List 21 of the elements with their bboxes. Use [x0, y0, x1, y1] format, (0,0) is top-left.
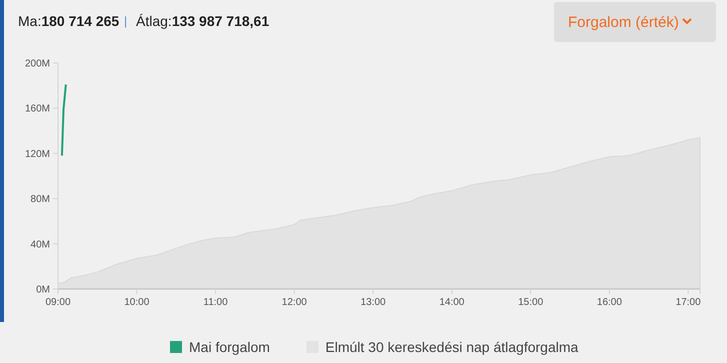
x-tick-label: 12:00 — [282, 297, 308, 308]
x-tick-label: 10:00 — [124, 297, 150, 308]
x-tick-label: 09:00 — [45, 297, 71, 308]
y-tick-label: 0M — [36, 284, 50, 296]
legend-label: Mai forgalom — [189, 339, 270, 355]
text: | — [124, 14, 128, 28]
x-tick-label: 15:00 — [518, 297, 544, 308]
y-tick-label: 40M — [30, 239, 50, 250]
text: Átlag:133 987 718,61 — [136, 13, 270, 29]
text: Forgalom (érték) — [568, 14, 679, 31]
x-tick-label: 17:00 — [676, 297, 702, 308]
x-tick-label: 14:00 — [439, 297, 465, 308]
y-tick-label: 80M — [30, 194, 50, 206]
x-tick-label: 11:00 — [203, 297, 228, 308]
y-tick-label: 120M — [24, 148, 50, 160]
x-tick-label: 13:00 — [360, 297, 386, 308]
x-tick-label: 16:00 — [596, 297, 622, 308]
legend-label: Elmúlt 30 kereskedési nap átlagforgalma — [325, 339, 579, 355]
text: Ma:180 714 265 — [18, 13, 120, 29]
y-tick-label: 200M — [24, 58, 50, 70]
y-tick-label: 160M — [24, 104, 50, 115]
